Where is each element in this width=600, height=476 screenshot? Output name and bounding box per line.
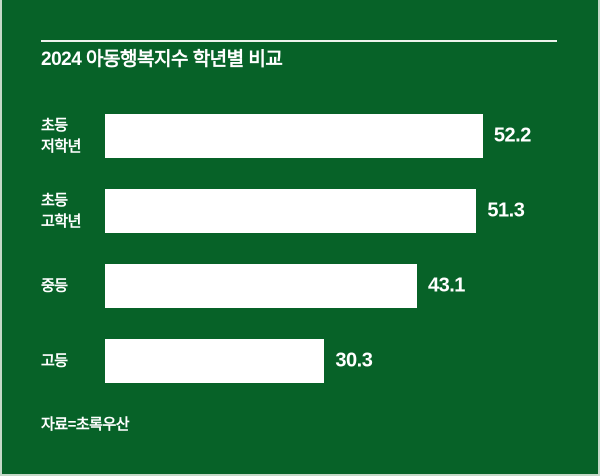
bar-chart: 초등 저학년 52.2 초등 고학년 51.3 중등 43.1 고등 30.3 (0, 114, 600, 414)
edge-strip-right (598, 0, 600, 476)
edge-strip-left (0, 0, 2, 476)
title-divider-rule (41, 40, 557, 42)
bar-value-label: 52.2 (493, 124, 531, 147)
bar-category-label: 초등 저학년 (41, 117, 81, 155)
bar (105, 189, 477, 233)
bar-value-label: 43.1 (428, 274, 465, 297)
bar (105, 339, 325, 383)
edge-strip-bottom (0, 474, 600, 476)
bar-value-label: 30.3 (335, 349, 373, 372)
bar-value-label: 51.3 (487, 199, 525, 222)
bar (105, 264, 417, 308)
bar-row: 초등 고학년 51.3 (0, 189, 600, 233)
bar-category-label: 고등 (41, 352, 68, 370)
bar-category-label: 중등 (41, 277, 68, 295)
bar-row: 중등 43.1 (0, 264, 600, 308)
bar-row: 고등 30.3 (0, 339, 600, 383)
bar-row: 초등 저학년 52.2 (0, 114, 600, 158)
bar (105, 114, 483, 158)
source-note: 자료=초록우산 (41, 416, 130, 433)
bar-category-label: 초등 고학년 (41, 192, 81, 230)
chart-title: 2024 아동행복지수 학년별 비교 (41, 49, 283, 70)
